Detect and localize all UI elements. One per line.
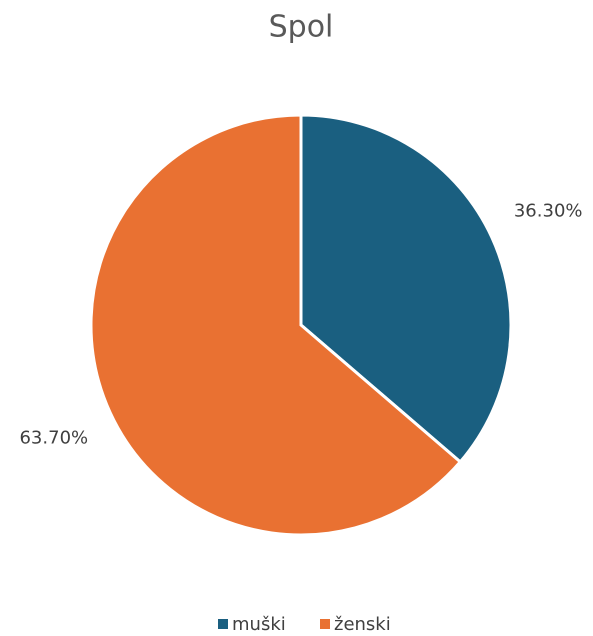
legend-swatch [320, 619, 330, 629]
pie-slice [299, 113, 513, 465]
legend-label: muški [232, 614, 286, 635]
legend-label: ženski [334, 614, 391, 635]
data-label: 63.70% [19, 427, 88, 448]
data-label: 36.30% [514, 201, 583, 222]
chart-title: Spol [269, 10, 334, 45]
pie-slice [89, 113, 463, 537]
legend-swatch [218, 619, 228, 629]
